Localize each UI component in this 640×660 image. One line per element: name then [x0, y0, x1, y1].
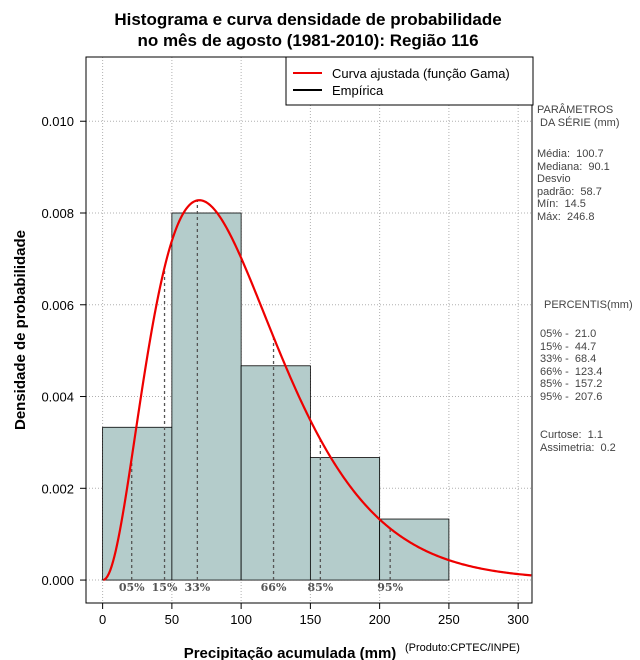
chart-title-line1: Histograma e curva densidade de probabil…: [114, 10, 501, 29]
gamma-curve: [102, 199, 532, 582]
y-tick-label: 0.000: [41, 573, 74, 588]
percentile-label: 33%: [184, 581, 210, 594]
y-tick-label: 0.008: [41, 206, 74, 221]
x-tick-label: 150: [300, 612, 322, 627]
product-credit: (Produto:CPTEC/INPE): [405, 642, 520, 654]
percentile-markers: 05% 15% 33% 66% 85% 95%: [119, 200, 404, 594]
histogram-bar: [171, 212, 242, 581]
y-tick-label: 0.002: [41, 481, 74, 496]
stats-body: Curtose: 1.1 Assimetria: 0.2: [540, 429, 616, 454]
axes: 0 50 100 150 200 250 300 0.000 0.002 0.004 0.006 0.…: [41, 114, 529, 627]
y-tick-label: 0.004: [41, 390, 74, 405]
percentile-label: 05%: [119, 581, 145, 594]
percentile-label: 66%: [261, 581, 287, 594]
x-tick-label: 250: [438, 612, 460, 627]
percentile-label: 95%: [377, 581, 403, 594]
legend-empirical-label: Empírica: [332, 83, 384, 98]
histogram-bars: [102, 212, 450, 581]
legend-box: [285, 56, 534, 106]
x-tick-label: 300: [507, 612, 529, 627]
percentis-title: PERCENTIS(mm): [544, 299, 633, 311]
params-body: Média: 100.7 Mediana: 90.1 Desvio padrão…: [537, 148, 610, 223]
legend-fitted-label: Curva ajustada (função Gama): [332, 66, 510, 81]
y-tick-label: 0.010: [41, 114, 74, 129]
x-tick-label: 100: [230, 612, 252, 627]
y-axis-label: Densidade de probabilidade: [12, 230, 29, 430]
gamma-curve-layer: [102, 199, 532, 582]
x-tick-label: 50: [165, 612, 179, 627]
x-tick-label: 200: [369, 612, 391, 627]
params-title: PARÂMETROS DA SÉRIE (mm): [537, 104, 620, 129]
x-axis-label: Precipitação acumulada (mm): [184, 645, 397, 660]
histogram-bar: [240, 365, 311, 581]
chart-title-line2: no mês de agosto (1981-2010): Região 116: [137, 31, 478, 50]
histogram-bar: [102, 426, 173, 581]
percentis-body: 05% - 21.0 15% - 44.7 33% - 68.4 66% - 1…: [540, 328, 603, 403]
percentile-label: 15%: [152, 581, 178, 594]
legend: Curva ajustada (função Gama) Empírica: [285, 56, 534, 106]
percentile-label: 85%: [307, 581, 333, 594]
x-tick-label: 0: [99, 612, 106, 627]
y-tick-label: 0.006: [41, 298, 74, 313]
